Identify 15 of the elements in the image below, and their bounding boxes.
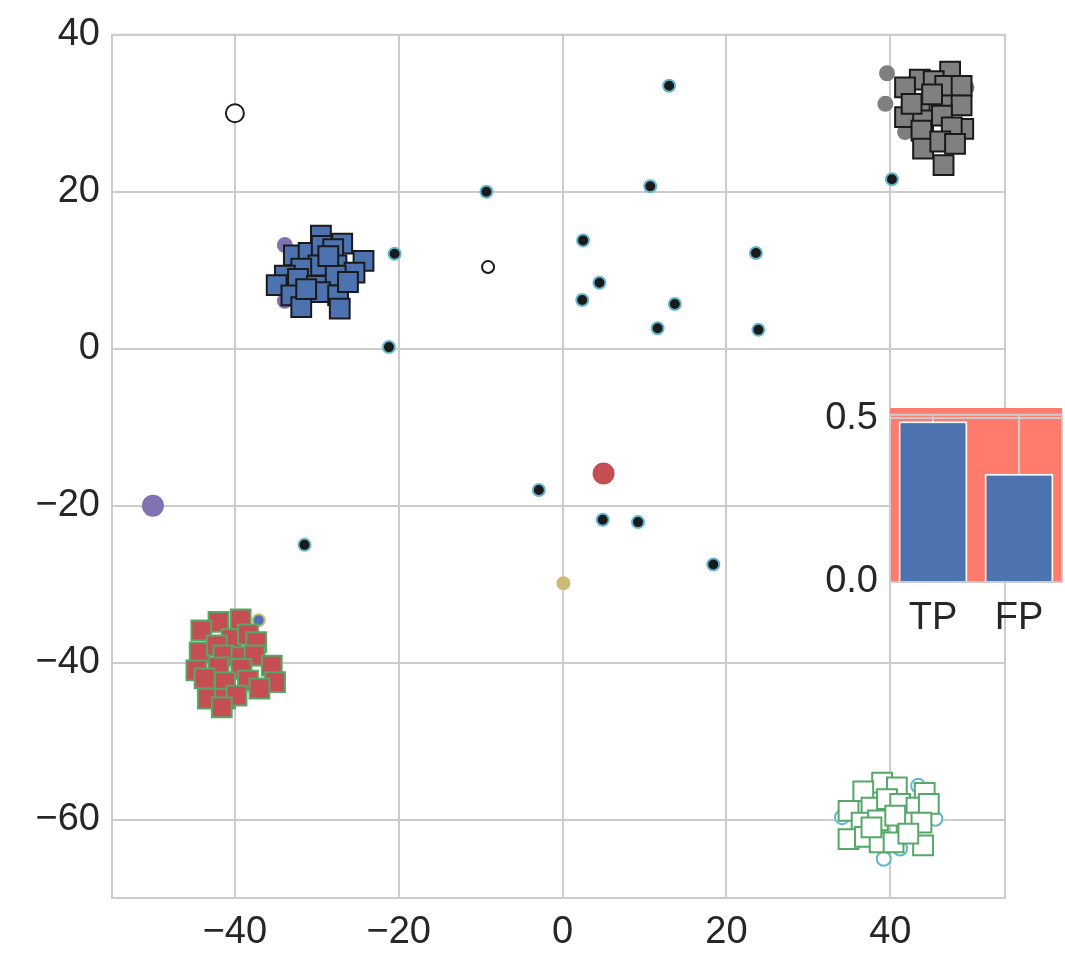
x-tick-label: 40 [869,909,912,952]
y-tick-label: −40 [35,639,100,682]
y-tick-label: 20 [57,168,100,211]
y-tick-label: −60 [35,796,100,839]
y-tick-label: 0.5 [825,394,878,437]
x-tick-label: FP [994,595,1044,638]
x-tick-label: −20 [366,909,431,952]
y-tick-label: 40 [57,11,100,54]
y-tick-label: 0.0 [825,558,878,601]
x-tick-label: −40 [202,909,268,952]
x-tick-label: TP [908,595,958,638]
x-tick-label: 20 [705,909,748,952]
y-tick-label: −20 [35,482,100,525]
x-tick-label: 0 [552,909,574,952]
y-tick-label: 0 [78,325,100,368]
